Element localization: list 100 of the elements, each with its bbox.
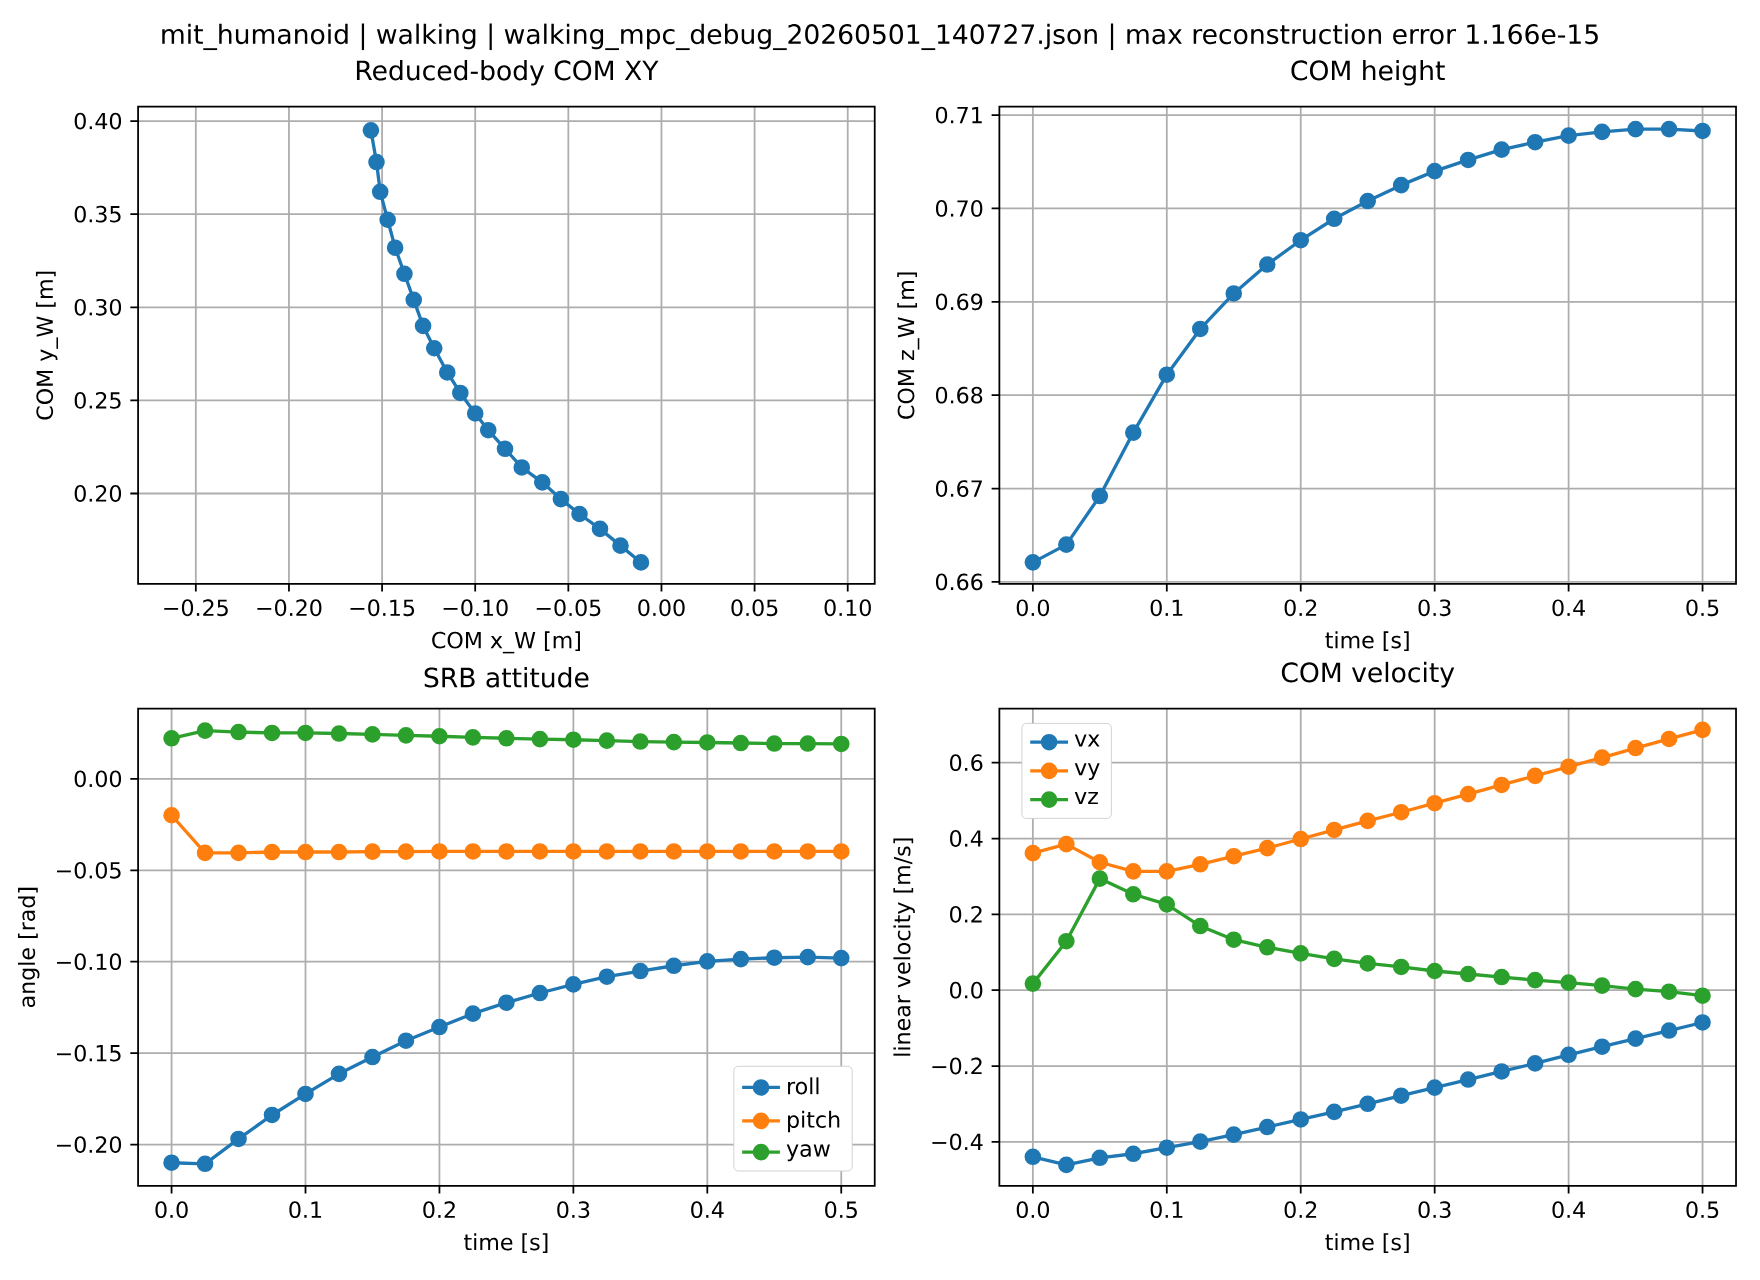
point [438, 364, 456, 381]
x-tick-label: −0.20 [257, 599, 322, 617]
point [498, 843, 515, 860]
point [665, 843, 683, 860]
point [1694, 721, 1711, 739]
point [565, 731, 582, 749]
y-tick-label: 0.20 [74, 485, 122, 502]
point [1392, 176, 1410, 194]
point [1426, 162, 1443, 180]
point [1359, 192, 1376, 210]
point [531, 843, 549, 860]
point [479, 421, 497, 439]
y-tick-label: 0.69 [935, 293, 983, 311]
x-tick-label: 0.3 [1418, 1201, 1451, 1219]
legend-label: pitch [788, 1110, 840, 1133]
point [1225, 285, 1243, 302]
point [196, 1155, 214, 1173]
point [665, 733, 683, 751]
point [1660, 983, 1678, 1000]
point [1325, 950, 1343, 968]
point [1526, 971, 1544, 989]
point [1392, 958, 1410, 976]
x-tick-label: 0.1 [1150, 599, 1183, 617]
point [1493, 141, 1510, 158]
x-tick-label: 0.00 [638, 599, 685, 617]
point [163, 1154, 180, 1172]
point [466, 405, 484, 422]
point [632, 733, 649, 750]
point [1292, 945, 1310, 962]
point [565, 843, 582, 860]
point [196, 844, 214, 862]
point [765, 735, 783, 752]
x-axis-title: time [s] [464, 1233, 548, 1254]
point [1024, 844, 1042, 862]
point [230, 1130, 247, 1148]
y-tick-label: −0.15 [57, 1044, 121, 1062]
x-tick-label: 0.5 [1686, 1201, 1719, 1219]
point [1359, 1095, 1376, 1113]
point [452, 384, 469, 402]
y-tick-label: 0.68 [935, 386, 983, 404]
point [598, 968, 616, 986]
y-axis-title: linear velocity [m/s] [893, 838, 915, 1056]
chart-title: COM velocity [1281, 661, 1455, 688]
x-tick-label: 0.4 [1552, 1201, 1585, 1219]
point [1392, 1087, 1410, 1105]
point [1225, 931, 1243, 948]
point [1191, 320, 1209, 338]
legend-label: vz [1074, 791, 1098, 805]
point [632, 554, 650, 571]
point [1459, 1071, 1477, 1088]
point [263, 1106, 281, 1124]
point [464, 729, 482, 746]
y-tick-label: 0.66 [935, 573, 983, 591]
point [1292, 1111, 1310, 1128]
point [397, 1032, 415, 1050]
point [362, 122, 380, 139]
point [431, 843, 448, 860]
x-tick-label: 0.2 [423, 1201, 455, 1219]
point [1426, 962, 1443, 980]
point [1091, 487, 1109, 505]
point [1292, 830, 1310, 848]
y-tick-label: 0.30 [74, 298, 122, 316]
y-tick-label: −0.4 [932, 1133, 983, 1151]
y-tick-label: 0.00 [74, 770, 122, 788]
point [531, 730, 549, 748]
point [297, 843, 314, 861]
point [598, 843, 616, 860]
point [496, 440, 514, 458]
point [1091, 870, 1109, 887]
point [1292, 231, 1310, 249]
point [799, 948, 817, 966]
y-tick-label: 0.40 [74, 112, 122, 130]
y-tick-label: 0.67 [935, 480, 982, 497]
y-tick-label: 0.2 [950, 905, 982, 923]
point [379, 211, 396, 229]
point [665, 957, 683, 975]
point [1560, 127, 1577, 144]
point [498, 994, 515, 1011]
point [1258, 839, 1276, 857]
y-tick-label: 0.35 [74, 205, 121, 223]
x-tick-label: 0.1 [1150, 1201, 1183, 1219]
point [1191, 856, 1209, 873]
point [1024, 1148, 1042, 1166]
legend-label: vy [1074, 763, 1100, 780]
point [732, 843, 750, 860]
point [263, 843, 281, 861]
chart-title: COM height [1291, 59, 1445, 86]
point [1125, 885, 1142, 903]
point [799, 735, 817, 752]
point [1593, 977, 1611, 994]
point [1359, 955, 1376, 972]
x-tick-label: 0.3 [1418, 599, 1451, 617]
point [513, 459, 531, 476]
point [397, 843, 415, 860]
point [1158, 1139, 1176, 1156]
point [163, 806, 180, 824]
point [498, 729, 515, 747]
point [765, 949, 783, 967]
y-tick-label: 0.71 [935, 106, 982, 124]
point [832, 735, 850, 753]
